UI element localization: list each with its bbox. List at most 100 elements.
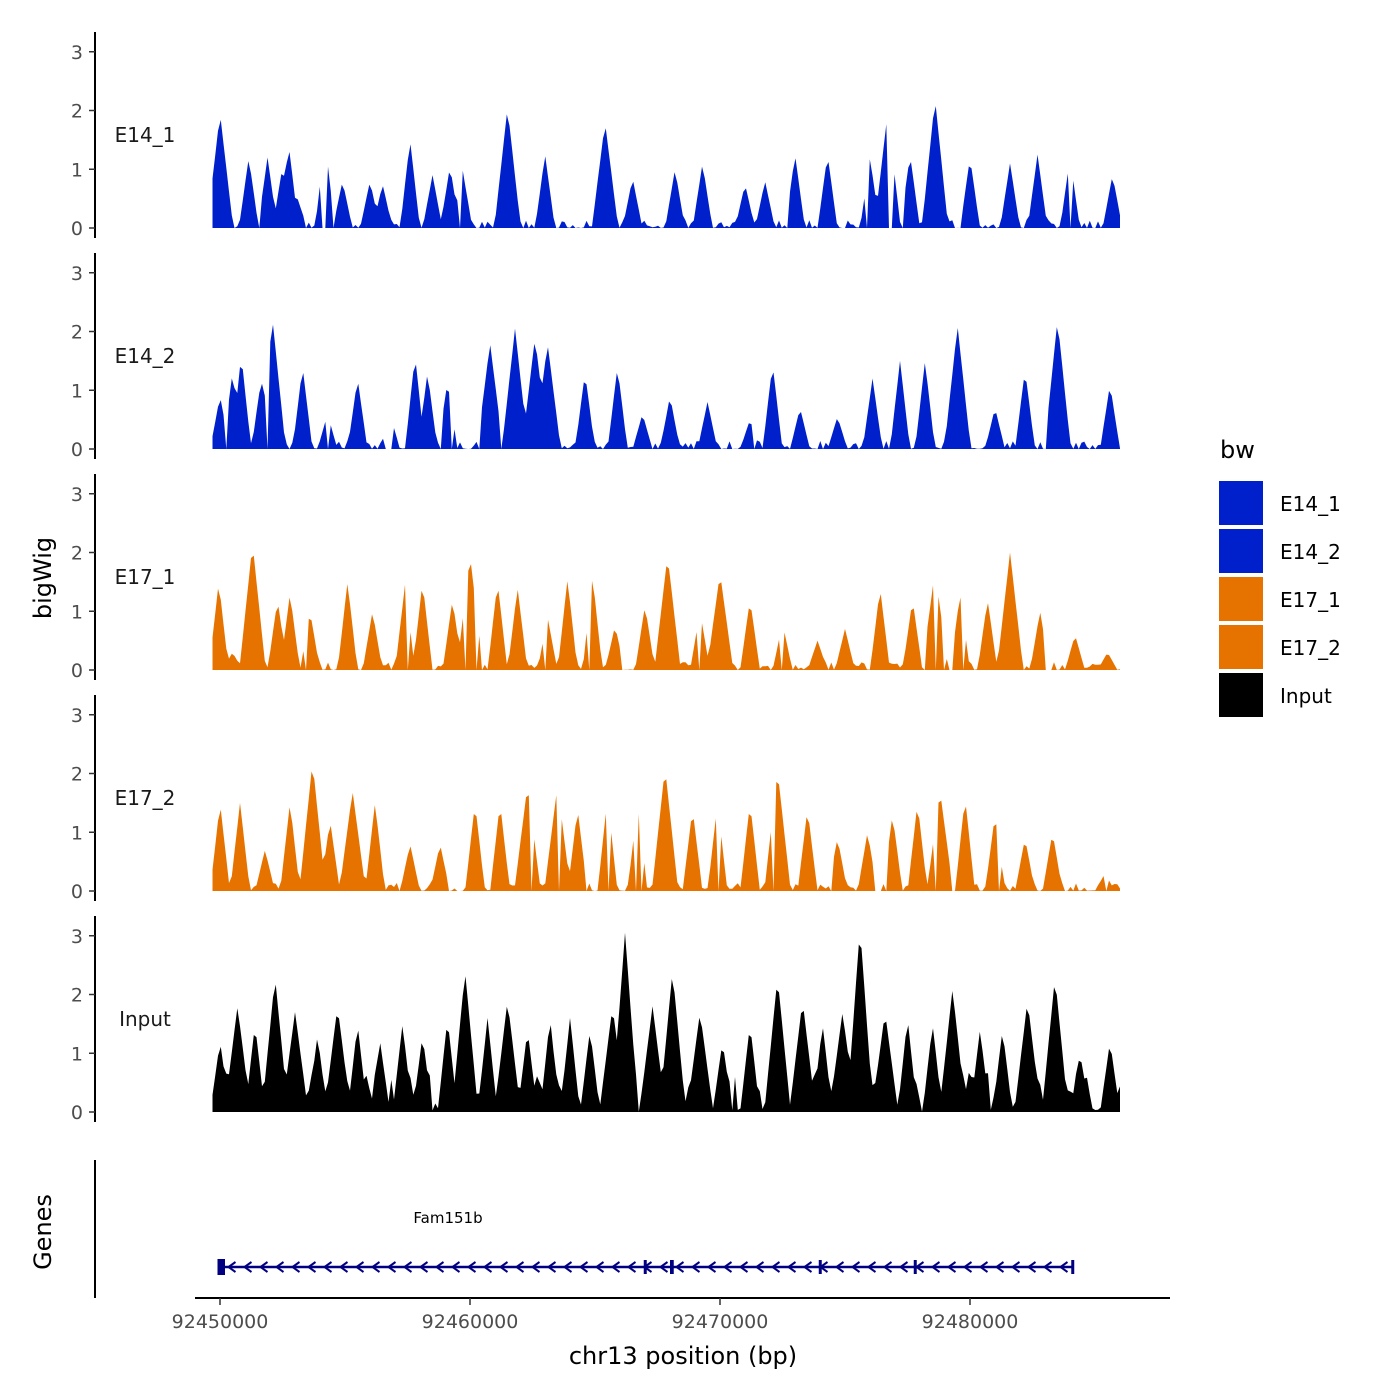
strand-arrow — [754, 1261, 765, 1273]
strand-arrow — [722, 1261, 733, 1273]
track-E14_1: 0 1 2 3 E14_1 — [71, 32, 1120, 240]
area-E17_1 — [212, 552, 1120, 670]
y-tick-label: 2 — [71, 322, 83, 344]
strand-arrow — [306, 1261, 317, 1273]
coverage-tracks: 0 1 2 3 E14_1 0 1 2 3 E14_2 0 1 2 3 E17_1 0 1 2 3 E17_2 0 1 2 3… — [71, 32, 1120, 1124]
strand-arrow — [498, 1261, 509, 1273]
track-label: Input — [119, 1007, 171, 1031]
strand-arrow — [866, 1261, 877, 1273]
x-tick-label: 92460000 — [422, 1311, 519, 1333]
strand-arrow — [1026, 1261, 1037, 1273]
strand-arrow — [626, 1261, 637, 1273]
y-tick-label: 2 — [71, 101, 83, 123]
exon — [913, 1260, 917, 1274]
x-tick-label: 92470000 — [672, 1311, 769, 1333]
legend-label: Input — [1280, 684, 1332, 708]
genes-axis-title: Genes — [29, 1194, 57, 1270]
strand-arrow — [1058, 1261, 1069, 1273]
area-Input — [212, 932, 1120, 1112]
strand-arrow — [434, 1261, 445, 1273]
strand-arrow — [1042, 1261, 1053, 1273]
x-axis-title: chr13 position (bp) — [569, 1342, 797, 1370]
strand-arrow — [450, 1261, 461, 1273]
y-tick-label: 2 — [71, 764, 83, 786]
y-tick-label: 0 — [71, 1102, 83, 1124]
legend: bw E14_1 E14_2 E17_1 E17_2 Input — [1217, 436, 1341, 719]
y-tick-label: 0 — [71, 439, 83, 461]
strand-arrow — [418, 1261, 429, 1273]
strand-arrow — [514, 1261, 525, 1273]
exon — [643, 1260, 647, 1274]
area-E14_2 — [212, 324, 1120, 449]
strand-arrow — [738, 1261, 749, 1273]
y-tick-label: 1 — [71, 159, 83, 181]
y-tick-label: 3 — [71, 926, 83, 948]
strand-arrow — [466, 1261, 477, 1273]
legend-label: E14_2 — [1280, 540, 1341, 564]
strand-arrow — [402, 1261, 413, 1273]
strand-arrow — [610, 1261, 621, 1273]
y-tick-label: 2 — [71, 543, 83, 565]
y-tick-label: 3 — [71, 263, 83, 285]
strand-arrow — [530, 1261, 541, 1273]
legend-title: bw — [1220, 436, 1255, 464]
strand-arrow — [354, 1261, 365, 1273]
area-E14_1 — [212, 106, 1120, 228]
strand-arrow — [930, 1261, 941, 1273]
strand-arrow — [594, 1261, 605, 1273]
strand-arrow — [882, 1261, 893, 1273]
strand-arrow — [786, 1261, 797, 1273]
gene-label: Fam151b — [413, 1209, 482, 1227]
track-label: E17_2 — [115, 786, 176, 810]
area-E17_2 — [212, 771, 1120, 891]
x-tick-label: 92480000 — [922, 1311, 1019, 1333]
strand-arrow — [706, 1261, 717, 1273]
track-E17_2: 0 1 2 3 E17_2 — [71, 695, 1120, 903]
strand-arrow — [962, 1261, 973, 1273]
y-tick-label: 3 — [71, 484, 83, 506]
legend-swatch — [1217, 623, 1265, 671]
strand-arrow — [1010, 1261, 1021, 1273]
y-tick-label: 1 — [71, 601, 83, 623]
legend-label: E17_2 — [1280, 636, 1341, 660]
strand-arrow — [578, 1261, 589, 1273]
y-axis-title: bigWig — [29, 537, 57, 619]
strand-arrow — [850, 1261, 861, 1273]
exon — [217, 1259, 225, 1275]
track-Input: 0 1 2 3 Input — [71, 916, 1120, 1124]
legend-swatch — [1217, 575, 1265, 623]
y-tick-label: 0 — [71, 660, 83, 682]
y-tick-label: 1 — [71, 1043, 83, 1065]
strand-arrow — [690, 1261, 701, 1273]
exon — [818, 1260, 822, 1274]
strand-arrow — [370, 1261, 381, 1273]
exon — [670, 1260, 674, 1274]
strand-arrow — [770, 1261, 781, 1273]
track-E17_1: 0 1 2 3 E17_1 — [71, 474, 1120, 682]
legend-swatch — [1217, 479, 1265, 527]
strand-arrow — [546, 1261, 557, 1273]
y-tick-label: 3 — [71, 42, 83, 64]
strand-arrow — [802, 1261, 813, 1273]
track-label: E17_1 — [115, 565, 176, 589]
legend-label: E17_1 — [1280, 588, 1341, 612]
legend-label: E14_1 — [1280, 492, 1341, 516]
y-tick-label: 0 — [71, 881, 83, 903]
strand-arrow — [834, 1261, 845, 1273]
strand-arrow — [274, 1261, 285, 1273]
strand-arrow — [290, 1261, 301, 1273]
y-tick-label: 2 — [71, 985, 83, 1007]
x-tick-label: 92450000 — [172, 1311, 269, 1333]
strand-arrow — [386, 1261, 397, 1273]
track-label: E14_1 — [115, 123, 176, 147]
y-tick-label: 1 — [71, 822, 83, 844]
y-tick-label: 1 — [71, 380, 83, 402]
strand-arrow — [978, 1261, 989, 1273]
strand-arrow — [226, 1261, 237, 1273]
strand-arrow — [674, 1261, 685, 1273]
strand-arrow — [338, 1261, 349, 1273]
track-E14_2: 0 1 2 3 E14_2 — [71, 253, 1120, 461]
strand-arrow — [658, 1261, 669, 1273]
strand-arrow — [994, 1261, 1005, 1273]
